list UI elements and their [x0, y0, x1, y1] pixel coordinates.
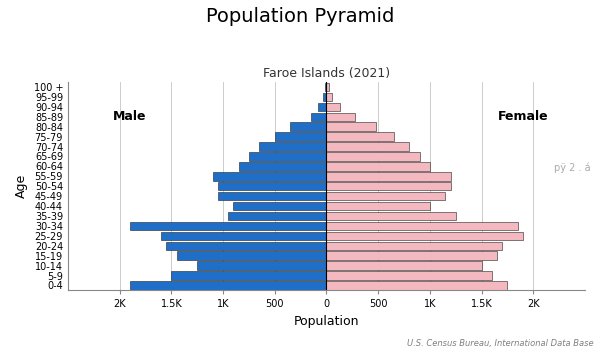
Bar: [325, 83, 326, 91]
Bar: [326, 192, 445, 200]
Bar: [326, 251, 497, 260]
Text: U.S. Census Bureau, International Data Base: U.S. Census Bureau, International Data B…: [407, 339, 594, 348]
Bar: [326, 182, 451, 190]
Text: Female: Female: [497, 110, 548, 123]
Bar: [326, 261, 482, 270]
Bar: [326, 93, 332, 101]
Bar: [326, 281, 508, 290]
Bar: [218, 192, 326, 200]
Bar: [326, 271, 492, 280]
Bar: [326, 83, 329, 91]
Bar: [218, 182, 326, 190]
Bar: [176, 251, 326, 260]
Bar: [290, 122, 326, 131]
Bar: [239, 162, 326, 170]
Text: Population Pyramid: Population Pyramid: [206, 7, 394, 26]
Bar: [326, 103, 340, 111]
Bar: [326, 142, 409, 151]
Title: Faroe Islands (2021): Faroe Islands (2021): [263, 66, 390, 79]
Bar: [130, 281, 326, 290]
Bar: [172, 271, 326, 280]
Bar: [326, 113, 355, 121]
Text: pÿ 2 . á: pÿ 2 . á: [554, 163, 591, 173]
Bar: [259, 142, 326, 151]
Bar: [161, 232, 326, 240]
Bar: [326, 162, 430, 170]
Bar: [228, 212, 326, 220]
Bar: [326, 152, 419, 161]
Bar: [275, 132, 326, 141]
Bar: [130, 222, 326, 230]
Bar: [166, 241, 326, 250]
Bar: [326, 212, 456, 220]
Bar: [326, 232, 523, 240]
Bar: [326, 222, 518, 230]
Bar: [311, 113, 326, 121]
Bar: [233, 202, 326, 210]
Bar: [323, 93, 326, 101]
Bar: [326, 202, 430, 210]
Bar: [326, 132, 394, 141]
Bar: [326, 172, 451, 181]
Text: Male: Male: [113, 110, 147, 123]
Bar: [197, 261, 326, 270]
Bar: [213, 172, 326, 181]
Bar: [249, 152, 326, 161]
Y-axis label: Age: Age: [15, 174, 28, 198]
Bar: [326, 241, 502, 250]
Bar: [318, 103, 326, 111]
Bar: [326, 122, 376, 131]
X-axis label: Population: Population: [294, 315, 359, 328]
